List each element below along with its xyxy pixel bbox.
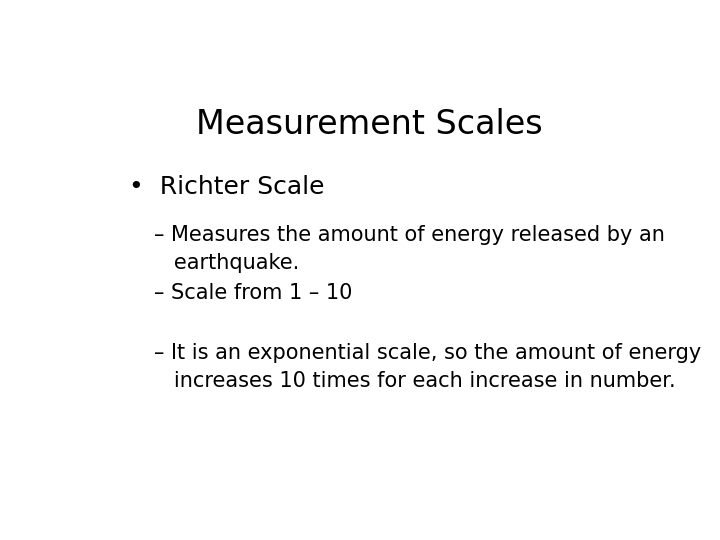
Text: – Measures the amount of energy released by an
   earthquake.: – Measures the amount of energy released… bbox=[154, 225, 665, 273]
Text: – Scale from 1 – 10: – Scale from 1 – 10 bbox=[154, 283, 353, 303]
Text: – It is an exponential scale, so the amount of energy
   increases 10 times for : – It is an exponential scale, so the amo… bbox=[154, 343, 701, 392]
Text: Measurement Scales: Measurement Scales bbox=[196, 109, 542, 141]
Text: •  Richter Scale: • Richter Scale bbox=[129, 175, 325, 199]
